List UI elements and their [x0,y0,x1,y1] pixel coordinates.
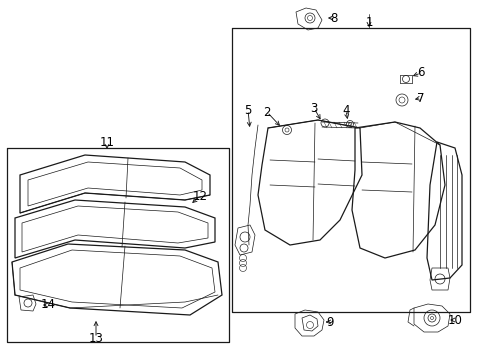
Text: 13: 13 [88,332,103,345]
Text: 4: 4 [342,104,349,117]
Text: 7: 7 [416,91,424,104]
Text: 11: 11 [99,136,114,149]
Text: 12: 12 [192,189,207,202]
Text: 14: 14 [41,298,55,311]
Text: 9: 9 [325,315,333,328]
Text: 1: 1 [365,15,372,28]
Text: 10: 10 [447,314,462,327]
Text: 2: 2 [263,105,270,118]
Text: 6: 6 [416,67,424,80]
Text: 8: 8 [329,12,337,24]
Text: 5: 5 [244,104,251,117]
Text: 3: 3 [310,102,317,114]
